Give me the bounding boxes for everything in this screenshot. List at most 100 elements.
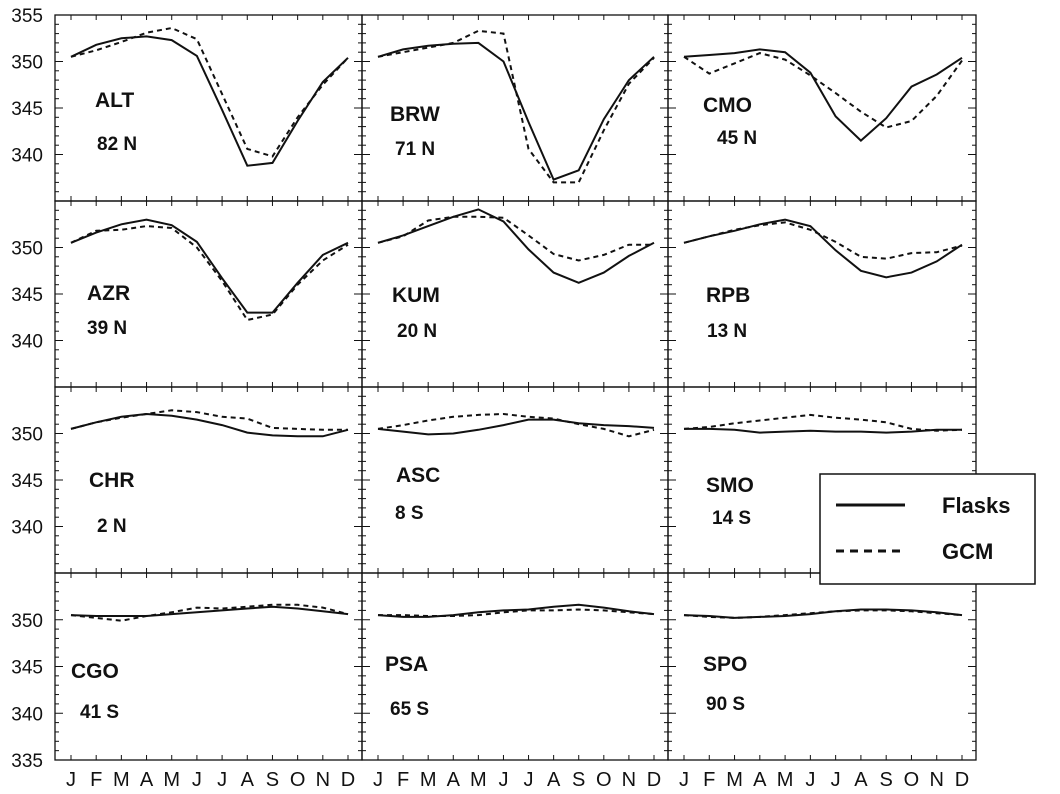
x-tick-label: A [241,769,255,791]
x-tick-label: S [572,769,585,791]
y-tick-label: 345 [11,99,43,120]
latitude-label: 41 S [80,702,119,723]
series-gcm-line [377,412,655,438]
series-gcm-line [70,409,348,431]
y-tick-label: 350 [11,611,43,632]
panel-kum: KUM 20 N [361,200,669,388]
series-flasks-line [377,208,655,284]
site-label: ASC [396,464,440,487]
series-flasks-line [70,35,349,167]
latitude-label: 13 N [707,321,747,342]
latitude-label: 90 S [706,694,745,715]
latitude-label: 8 S [395,503,424,524]
panel-alt: ALT 82 N [54,14,363,202]
x-tick-label: J [805,769,815,791]
series-gcm-line [683,413,963,432]
series-gcm-line [683,221,963,260]
y-tick-label: 345 [11,285,43,306]
x-tick-label: J [66,769,76,791]
latitude-label: 65 S [390,699,429,720]
x-tick-label: A [753,769,767,791]
x-tick-label: O [596,769,612,791]
site-label: SMO [706,474,754,497]
latitude-label: 14 S [712,508,751,529]
x-tick-label: F [703,769,715,791]
panels-layer: ALT 82 N BRW 71 N CMO 45 N AZR 39 N KUM 20 N RPB 13… [54,14,977,761]
legend: Flasks GCM [819,473,1036,585]
site-label: ALT [95,89,134,112]
site-label: KUM [392,284,440,307]
x-tick-label: J [498,769,508,791]
x-tick-label: J [831,769,841,791]
x-tick-label: M [726,769,743,791]
panel-psa: PSA 65 S [361,572,669,761]
legend-box [819,473,1036,585]
site-label: CHR [89,469,135,492]
series-flasks-line [377,418,655,436]
x-tick-label: J [524,769,534,791]
x-tick-label: J [679,769,689,791]
series-flasks-line [377,41,655,181]
series-gcm-line [70,603,349,622]
x-tick-label: M [163,769,180,791]
y-tick-label: 340 [11,332,43,353]
series-flasks-line [70,605,349,617]
latitude-label: 71 N [395,139,435,160]
legend-gcm-label: GCM [942,539,993,564]
panel-azr: AZR 39 N [54,200,363,388]
y-tick-label: 345 [11,471,43,492]
x-tick-label: D [647,769,661,791]
y-tick-label: 340 [11,518,43,539]
x-tick-label: S [266,769,279,791]
site-label: CGO [71,660,119,683]
panel-brw: BRW 71 N [361,14,669,202]
series-gcm-line [378,608,655,617]
site-label: BRW [390,103,440,126]
series-gcm-line [377,29,655,184]
panel-cmo: CMO 45 N [667,14,977,202]
series-flasks-line [683,218,963,279]
latitude-label: 82 N [97,134,137,155]
y-tick-label: 345 [11,658,43,679]
x-tick-label: M [113,769,130,791]
series-flasks-line [683,608,963,619]
y-tick-label: 350 [11,53,43,74]
y-tick-label: 340 [11,146,43,167]
x-tick-label: J [217,769,227,791]
x-tick-label: J [373,769,383,791]
x-tick-label: M [470,769,487,791]
x-tick-label: D [341,769,355,791]
series-flasks-line [70,412,349,438]
x-tick-label: N [316,769,330,791]
panel-spo: SPO 90 S [667,572,977,761]
series-flasks-line [684,427,962,434]
y-tick-label: 350 [11,239,43,260]
x-tick-label: A [547,769,561,791]
x-tick-label: N [622,769,636,791]
latitude-label: 45 N [717,128,757,149]
x-tick-label: A [140,769,154,791]
site-label: SPO [703,653,747,676]
panel-rpb: RPB 13 N [667,200,977,388]
x-tick-label: F [397,769,409,791]
latitude-label: 20 N [397,321,437,342]
series-gcm-line [377,215,654,262]
latitude-label: 39 N [87,318,127,339]
series-flasks-line [70,218,349,314]
panel-chr: CHR 2 N [54,386,363,574]
x-tick-label: S [880,769,893,791]
series-gcm-line [683,52,963,129]
y-tick-label: 350 [11,425,43,446]
legend-flasks-label: Flasks [942,493,1011,518]
series-flasks-line [683,48,963,142]
latitude-label: 2 N [97,516,127,537]
x-tick-label: J [192,769,202,791]
panel-cgo: CGO 41 S [54,572,363,761]
panel-asc: ASC 8 S [361,386,669,574]
x-tick-label: M [777,769,794,791]
y-tick-label: 355 [11,6,43,27]
y-tick-label: 340 [11,704,43,725]
x-tick-label: D [955,769,969,791]
y-tick-label: 335 [11,751,43,772]
